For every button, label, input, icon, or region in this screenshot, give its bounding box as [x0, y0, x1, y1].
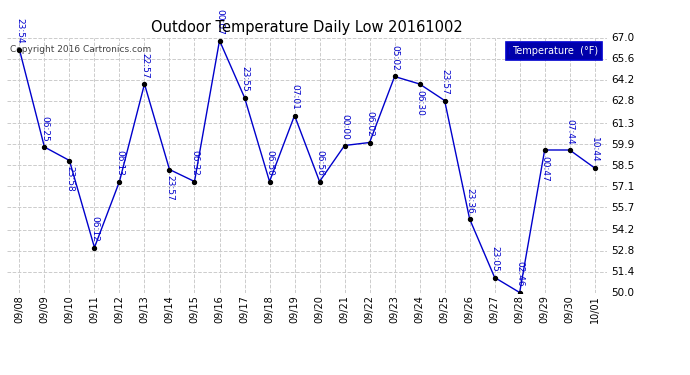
Point	[389, 74, 400, 80]
Point	[489, 274, 500, 280]
Text: 07:44: 07:44	[565, 119, 574, 144]
Title: Outdoor Temperature Daily Low 20161002: Outdoor Temperature Daily Low 20161002	[151, 20, 463, 35]
Text: 23:05: 23:05	[490, 246, 499, 272]
Point	[164, 166, 175, 172]
Text: 06:12: 06:12	[90, 216, 99, 242]
Text: 10:44: 10:44	[590, 137, 599, 162]
Text: Copyright 2016 Cartronics.com: Copyright 2016 Cartronics.com	[10, 45, 151, 54]
Text: 23:57: 23:57	[165, 175, 174, 201]
Point	[189, 178, 200, 184]
Text: 22:57: 22:57	[140, 53, 149, 78]
Point	[464, 216, 475, 222]
Point	[89, 244, 100, 250]
Point	[339, 142, 350, 148]
Text: 00:47: 00:47	[540, 156, 549, 181]
Point	[364, 140, 375, 146]
Point	[214, 38, 225, 44]
Text: 06:32: 06:32	[190, 150, 199, 176]
Text: 07:01: 07:01	[290, 84, 299, 110]
Point	[64, 158, 75, 164]
Text: 06:56: 06:56	[315, 150, 324, 176]
Point	[289, 112, 300, 118]
Point	[39, 144, 50, 150]
Text: 23:58: 23:58	[65, 166, 74, 192]
Point	[439, 98, 450, 104]
Text: 06:13: 06:13	[115, 150, 124, 176]
Legend: Temperature  (°F): Temperature (°F)	[506, 42, 602, 60]
Text: 06:25: 06:25	[40, 116, 49, 141]
Point	[239, 94, 250, 100]
Text: 05:02: 05:02	[390, 45, 399, 71]
Text: 06:30: 06:30	[415, 90, 424, 116]
Text: 23:54: 23:54	[15, 18, 24, 44]
Text: 23:55: 23:55	[240, 66, 249, 92]
Point	[264, 178, 275, 184]
Point	[139, 81, 150, 87]
Point	[564, 147, 575, 153]
Text: 06:02: 06:02	[365, 111, 374, 137]
Text: 00:00: 00:00	[340, 114, 349, 140]
Text: 00:07: 00:07	[215, 9, 224, 35]
Point	[589, 165, 600, 171]
Text: 23:36: 23:36	[465, 188, 474, 213]
Text: 06:50: 06:50	[265, 150, 274, 176]
Point	[539, 147, 550, 153]
Point	[314, 178, 325, 184]
Text: 02:46: 02:46	[515, 261, 524, 287]
Point	[414, 81, 425, 87]
Point	[14, 46, 25, 53]
Point	[514, 290, 525, 296]
Text: 23:57: 23:57	[440, 69, 449, 95]
Point	[114, 178, 125, 184]
